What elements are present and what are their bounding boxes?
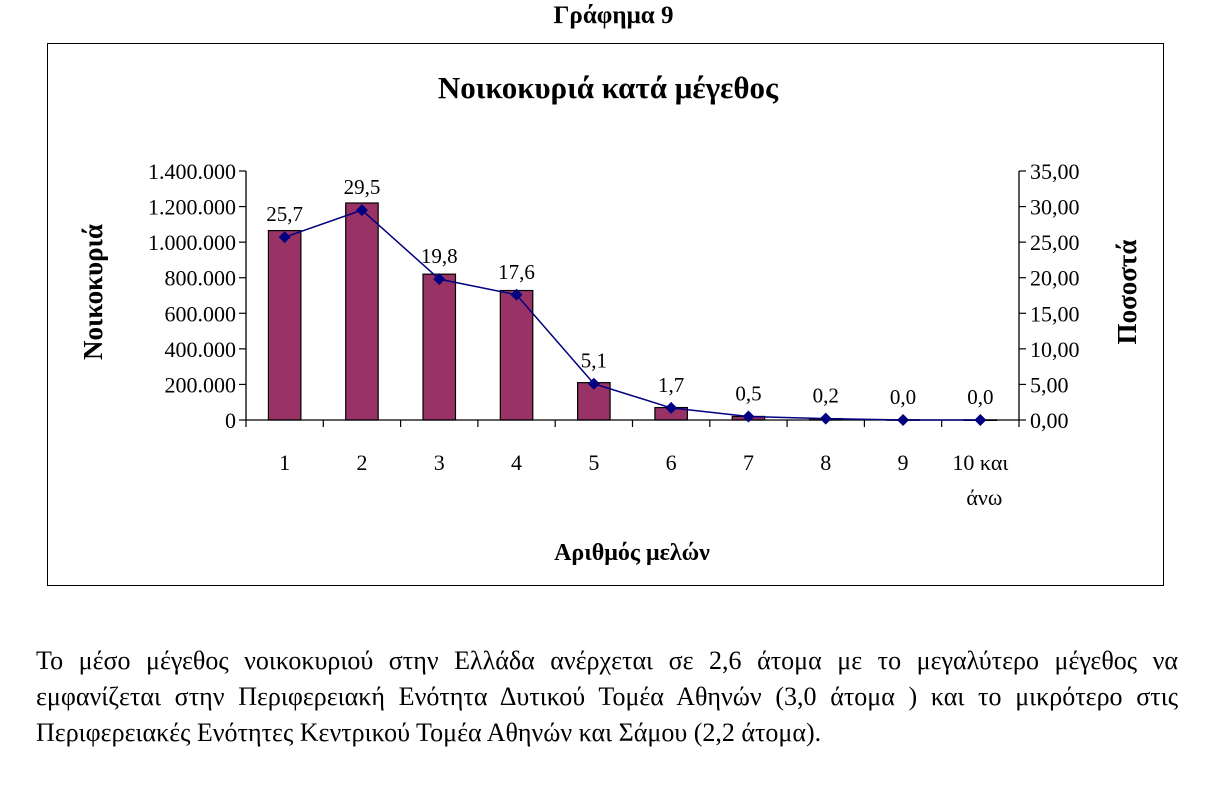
y2-axis-label: Ποσοστά [1112,240,1142,345]
y2-tick-label: 20,00 [1030,266,1080,291]
chart: Νοικοκυριά κατά μέγεθος Αριθμός μελών Νο… [78,70,1142,566]
y2-tick-label: 30,00 [1030,195,1080,220]
y2-tick-label: 5,00 [1030,372,1069,397]
y-tick-label: 400.000 [165,337,237,362]
data-label: 0,0 [890,385,916,409]
x-tick-label: 6 [666,450,677,475]
data-label: 17,6 [498,260,535,284]
x-tick-label: 3 [434,450,445,475]
data-marker [355,204,368,217]
y-tick-label: 1.400.000 [148,159,236,184]
x-tick-label: 4 [511,450,522,475]
data-label: 19,8 [421,244,458,268]
bar [345,202,379,421]
data-marker [278,231,291,244]
x-tick-label: 2 [356,450,367,475]
y-tick-label: 1.200.000 [148,195,236,220]
y-tick-label: 600.000 [165,301,237,326]
bar [422,273,457,421]
plot-area: 0 200.000 400.000 600.000 800.000 1.000.000 1.… [148,159,1080,510]
y-tick-label: 200.000 [165,372,237,397]
bar [499,289,534,421]
page-heading: Γράφημα 9 [553,2,674,29]
x-tick-label: 8 [820,450,831,475]
y-tick-label: 0 [225,408,236,433]
x-axis-label: Αριθμός μελών [554,540,710,566]
y2-tick-label: 10,00 [1030,337,1080,362]
y2-tick-label: 0,00 [1030,408,1069,433]
bar [267,229,302,421]
y2-tick-label: 35,00 [1030,159,1080,184]
y-tick-label: 800.000 [165,266,237,291]
data-marker [433,273,446,286]
x-tick-label: 7 [743,450,754,475]
data-label: 0,2 [813,384,839,408]
percentage-line [284,209,981,421]
x-tick-label: 1 [279,450,290,475]
x-tick-label: άνω [966,485,1002,510]
data-marker [587,377,600,390]
data-label: 0,0 [967,385,993,409]
data-label: 1,7 [658,373,684,397]
y-tick-label: 1.000.000 [148,230,236,255]
data-marker [897,414,910,426]
data-marker [742,410,755,423]
data-marker [974,414,987,426]
chart-frame [47,43,1164,586]
x-tick-label: 5 [588,450,599,475]
data-marker [510,288,523,301]
data-label: 0,5 [735,381,761,405]
x-tick-label: 10 και [952,450,1008,475]
data-label: 25,7 [266,202,303,226]
body-paragraph: Το μέσο μέγεθος νοικοκυριού στην Ελλάδα … [36,646,1178,747]
data-marker [665,401,678,414]
y-axis-label: Νοικοκυριά [78,224,108,360]
x-tick-label: 9 [898,450,909,475]
y2-tick-label: 15,00 [1030,301,1080,326]
data-label: 29,5 [344,175,381,199]
data-label: 5,1 [581,349,607,373]
y2-tick-label: 25,00 [1030,230,1080,255]
data-marker [819,412,832,425]
chart-title: Νοικοκυριά κατά μέγεθος [438,70,779,105]
